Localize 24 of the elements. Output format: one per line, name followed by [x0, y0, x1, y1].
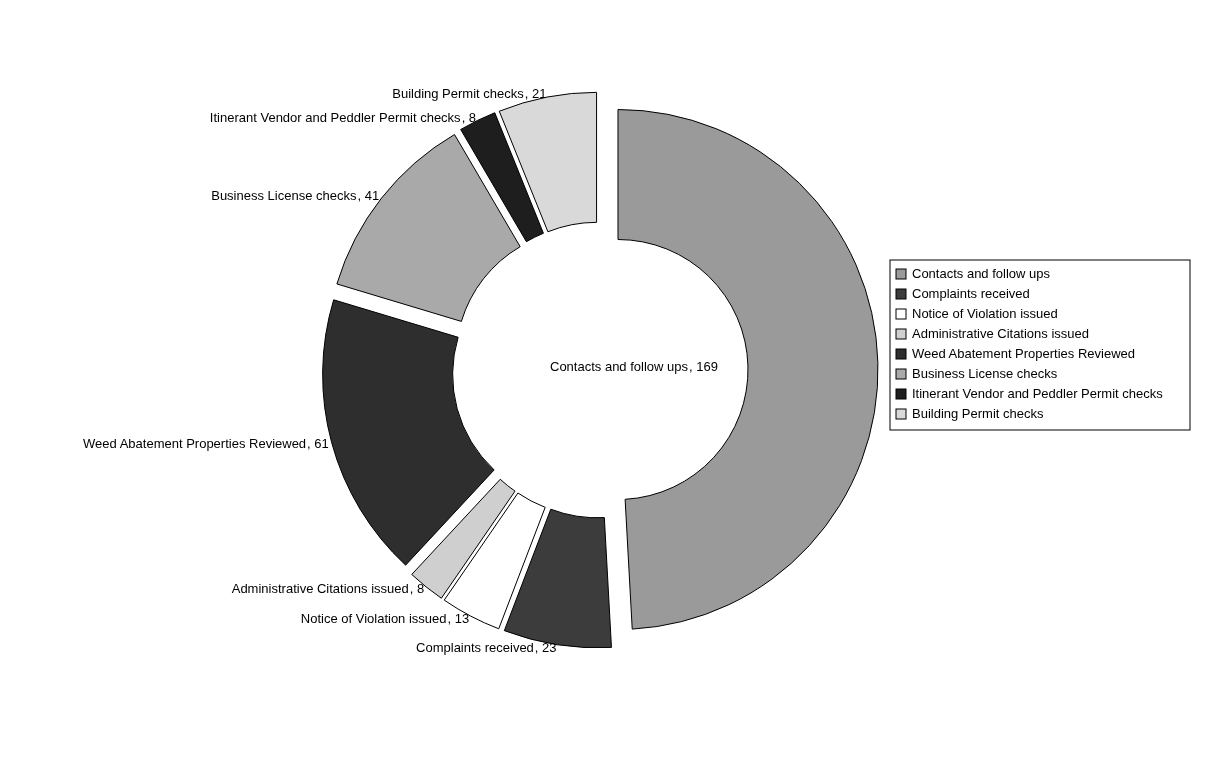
data-label: , 21 [524, 86, 547, 102]
slice-label: Contacts and follow ups [550, 358, 689, 374]
legend-label: Itinerant Vendor and Peddler Permit checks [912, 386, 1164, 401]
legend-label: Notice of Violation issued [912, 306, 1058, 321]
legend-label: Administrative Citations issued [912, 326, 1090, 341]
slice-label: Complaints received [416, 639, 534, 655]
slice-label: Notice of Violation issued [300, 610, 447, 626]
slice-label: Itinerant Vendor and Peddler Permit checks [209, 109, 462, 125]
data-label: , 41 [357, 188, 380, 204]
slice-label: Business License checks [211, 188, 357, 204]
slice-label: Building Permit checks [392, 86, 525, 102]
legend-label: Building Permit checks [912, 406, 1044, 421]
data-label: , 13 [447, 610, 470, 626]
legend-label: Complaints received [912, 286, 1030, 301]
data-label: , 8 [461, 109, 477, 125]
data-label: , 169 [689, 358, 718, 374]
data-label: , 61 [307, 435, 329, 451]
legend-label: Business License checks [912, 366, 1058, 381]
slice-label: Weed Abatement Properties Reviewed [83, 435, 307, 451]
slice-label: Administrative Citations issued [231, 581, 409, 597]
legend-label: Contacts and follow ups [912, 266, 1051, 281]
data-label: , 8 [409, 581, 425, 597]
legend-label: Weed Abatement Properties Reviewed [912, 346, 1136, 361]
data-label: , 23 [534, 639, 557, 655]
